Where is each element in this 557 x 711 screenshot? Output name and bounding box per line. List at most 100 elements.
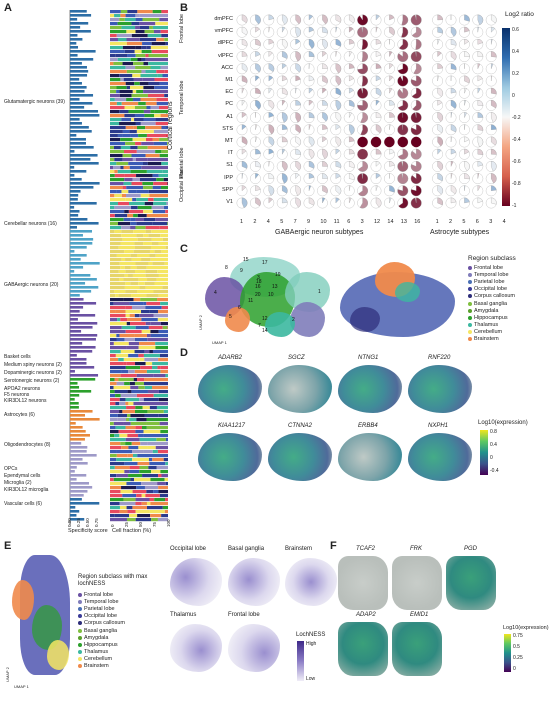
panel-b-pie bbox=[349, 197, 352, 204]
panel-a-tick-right: 0 bbox=[110, 524, 115, 527]
panel-a-specificity-bar bbox=[70, 294, 80, 297]
panel-e-lochness-map bbox=[170, 624, 222, 672]
panel-d-umap-map bbox=[198, 365, 262, 413]
panel-b-pie bbox=[335, 14, 342, 23]
panel-a-fraction-segment bbox=[164, 206, 168, 210]
panel-a-fraction-segment bbox=[161, 306, 168, 310]
panel-d-umap-map bbox=[408, 433, 472, 481]
panel-b-pie bbox=[335, 39, 342, 47]
panel-a-specificity-bar bbox=[70, 74, 88, 77]
panel-b-pie bbox=[361, 51, 368, 62]
panel-b-pie bbox=[464, 148, 470, 155]
panel-a-fraction-segment bbox=[134, 106, 147, 110]
panel-a-fraction-segment bbox=[110, 374, 121, 378]
panel-b-pie bbox=[308, 26, 314, 33]
panel-f-umap-map bbox=[446, 556, 496, 610]
panel-b-pie bbox=[491, 87, 497, 95]
panel-a-fraction-segment bbox=[129, 470, 140, 474]
panel-a-specificity-bar bbox=[70, 446, 88, 449]
panel-a-fraction-segment bbox=[150, 258, 168, 262]
legend-swatch bbox=[78, 599, 82, 604]
panel-b-pie bbox=[397, 87, 409, 99]
panel-a-fraction-segment bbox=[126, 194, 141, 198]
panel-a-fraction-segment bbox=[128, 354, 139, 358]
panel-b-pie bbox=[398, 197, 409, 209]
panel-a-fraction-segment bbox=[110, 82, 126, 86]
panel-b-col-label: 5 bbox=[462, 219, 466, 225]
panel-a-fraction-segment bbox=[153, 394, 168, 398]
panel-a-fraction-segment bbox=[133, 78, 143, 82]
panel-b-pie bbox=[397, 173, 409, 184]
panel-b-pie bbox=[322, 185, 328, 194]
panel-a-specificity-bar bbox=[70, 262, 100, 265]
panel-a-group-label: Oligodendrocytes (8) bbox=[4, 442, 51, 448]
panel-b-pie bbox=[282, 51, 288, 59]
panel-a-fraction-segment bbox=[127, 54, 136, 58]
panel-a-specificity-bar bbox=[70, 498, 82, 501]
panel-b-pie bbox=[349, 173, 355, 180]
panel-a-fraction-segment bbox=[143, 118, 156, 122]
panel-a-fraction-segment bbox=[145, 230, 152, 234]
panel-b-pie bbox=[477, 148, 484, 155]
panel-a-fraction-segment bbox=[110, 98, 115, 102]
panel-a-fraction-segment bbox=[145, 226, 160, 230]
panel-a-fraction-segment bbox=[135, 18, 143, 22]
panel-a-fraction-segment bbox=[136, 394, 154, 398]
panel-a-specificity-bar bbox=[70, 198, 78, 201]
panel-a-fraction-segment bbox=[110, 126, 126, 130]
panel-a-fraction-segment bbox=[165, 482, 168, 486]
panel-a-fraction-segment bbox=[139, 38, 157, 42]
panel-a-specificity-bar bbox=[70, 10, 87, 13]
panel-a-specificity-bar bbox=[70, 378, 96, 381]
panel-c-cluster-label: 19 bbox=[275, 272, 281, 278]
legend-swatch bbox=[468, 330, 472, 335]
legend-label: Corpus callosum bbox=[84, 620, 125, 627]
panel-a-fraction-segment bbox=[139, 178, 157, 182]
panel-a-fraction-segment bbox=[119, 334, 135, 338]
panel-d-umap-map bbox=[408, 365, 472, 413]
panel-b-pie bbox=[415, 39, 422, 50]
panel-a-fraction-segment bbox=[129, 514, 138, 518]
panel-e-colorbar-title: LochNESS bbox=[296, 632, 326, 638]
panel-a-group-label: KIR3DL12 neurons bbox=[4, 398, 47, 404]
panel-a-fraction-segment bbox=[136, 130, 144, 134]
panel-b-pie bbox=[308, 185, 312, 191]
panel-a-fraction-segment bbox=[110, 78, 121, 82]
panel-a-group-label: Cerebellar neurons (16) bbox=[4, 221, 57, 227]
panel-a-specificity-bar bbox=[70, 354, 77, 357]
panel-b-pie bbox=[397, 136, 408, 148]
panel-a-specificity-bar bbox=[70, 66, 87, 69]
panel-b-pie bbox=[322, 136, 327, 143]
panel-b-pie bbox=[308, 148, 315, 159]
panel-b-pie bbox=[464, 75, 470, 84]
legend-swatch bbox=[468, 294, 472, 299]
panel-b-pie bbox=[397, 100, 409, 111]
panel-c-legend-item: Parietal lobe bbox=[468, 278, 515, 285]
panel-a-fraction-segment bbox=[125, 306, 132, 310]
panel-a-specificity-bar bbox=[70, 318, 78, 321]
panel-a-fraction-segment bbox=[158, 486, 168, 490]
panel-a-fraction-segment bbox=[119, 506, 127, 510]
panel-a-fraction-segment bbox=[161, 150, 168, 154]
panel-a-fraction-segment bbox=[137, 206, 152, 210]
panel-a-fraction-segment bbox=[110, 326, 122, 330]
panel-a-fraction-segment bbox=[142, 42, 152, 46]
panel-a-fraction-segment bbox=[141, 494, 146, 498]
panel-b-pie bbox=[375, 173, 381, 179]
panel-a-fraction-segment bbox=[116, 86, 127, 90]
panel-a-fraction-segment bbox=[119, 434, 128, 438]
panel-f-umap-map bbox=[392, 622, 442, 676]
panel-b-pie bbox=[491, 39, 493, 45]
legend-label: Parietal lobe bbox=[84, 605, 115, 612]
panel-d-gene-title: NTNG1 bbox=[358, 355, 379, 361]
panel-a-tick-left: 0.25 bbox=[76, 518, 81, 527]
panel-b-colorbar-tick: -0.4 bbox=[512, 137, 521, 143]
panel-a-fraction-segment bbox=[161, 34, 168, 38]
panel-d-umap-map bbox=[198, 433, 262, 481]
panel-a-fraction-segment bbox=[110, 382, 117, 386]
panel-c-legend-item: Thalamus bbox=[468, 322, 515, 329]
panel-a-specificity-bar bbox=[70, 194, 79, 197]
panel-a-fraction-segment bbox=[148, 458, 153, 462]
panel-a-fraction-segment bbox=[121, 26, 136, 30]
panel-b-pie bbox=[437, 161, 443, 171]
